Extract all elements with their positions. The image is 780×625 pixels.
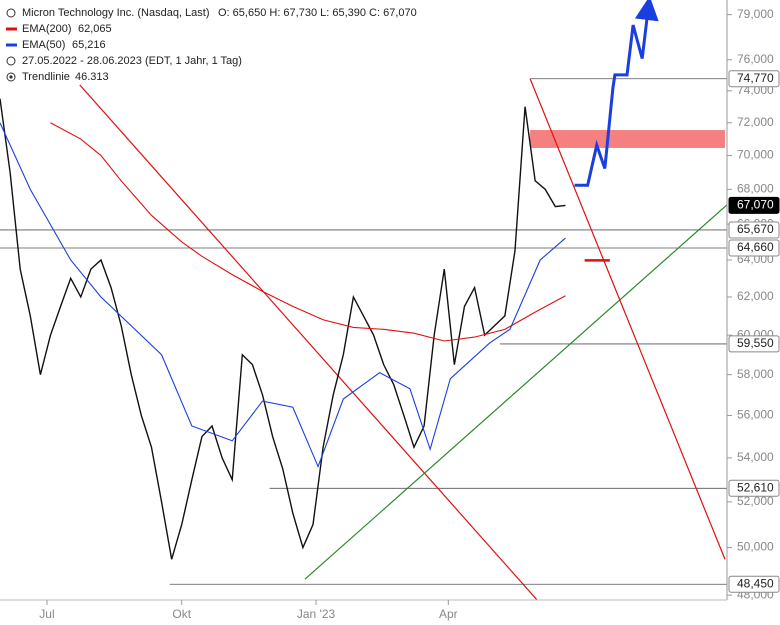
legend-value: 65,216 xyxy=(72,39,106,51)
x-tick-label: Okt xyxy=(172,607,191,621)
level-label: 74,770 xyxy=(737,71,774,85)
level-label: 48,450 xyxy=(737,576,774,590)
level-label: 59,550 xyxy=(737,336,774,350)
y-tick-label: 54,000 xyxy=(737,450,774,464)
projection-arrow xyxy=(574,0,659,187)
icon xyxy=(6,8,16,18)
level-label-box xyxy=(728,196,780,214)
level-label-box xyxy=(728,221,780,239)
x-tick-label: Apr xyxy=(439,607,458,621)
level-label-box xyxy=(728,575,780,593)
legend-label: Trendlinie xyxy=(22,71,70,83)
ohlc: O: 65,650 H: 67,730 L: 65,390 C: 67,070 xyxy=(218,7,417,19)
icon xyxy=(9,75,13,79)
period: 27.05.2022 - 28.06.2023 (EDT, 1 Jahr, 1 … xyxy=(22,55,242,67)
icon xyxy=(6,56,16,66)
header: Micron Technology Inc. (Nasdaq, Last) O:… xyxy=(2,4,432,84)
level-label: 67,070 xyxy=(737,198,774,212)
y-tick-label: 58,000 xyxy=(737,367,774,381)
y-tick-label: 50,000 xyxy=(737,540,774,554)
level-label-box xyxy=(728,70,780,88)
resistance-zone xyxy=(530,130,725,148)
y-tick-label: 76,000 xyxy=(737,52,774,66)
series-line xyxy=(50,122,566,342)
x-tick-label: Jan '23 xyxy=(297,607,336,621)
trendline xyxy=(529,78,726,560)
trendline xyxy=(79,84,538,600)
x-tick-label: Jul xyxy=(39,607,54,621)
legend-value: 62,065 xyxy=(78,23,112,35)
level-label: 52,610 xyxy=(737,480,774,494)
icon xyxy=(6,72,16,82)
header-bg xyxy=(2,4,432,84)
level-label-box xyxy=(728,335,780,353)
level-label: 65,670 xyxy=(737,222,774,236)
y-tick-label: 70,000 xyxy=(737,148,774,162)
level-label-box xyxy=(728,239,780,257)
title: Micron Technology Inc. (Nasdaq, Last) xyxy=(22,7,210,19)
y-tick-label: 52,000 xyxy=(737,494,774,508)
legend-value: 46.313 xyxy=(75,71,109,83)
y-tick-label: 68,000 xyxy=(737,182,774,196)
y-tick-label: 62,000 xyxy=(737,289,774,303)
legend-label: EMA(50) xyxy=(22,39,65,51)
trendline xyxy=(304,204,727,580)
plot-area xyxy=(0,0,727,600)
legend-label: EMA(200) xyxy=(22,23,72,35)
level-label: 64,660 xyxy=(737,240,774,254)
level-label-box xyxy=(728,479,780,497)
y-tick-label: 79,000 xyxy=(737,7,774,21)
series-line xyxy=(0,98,566,560)
y-tick-label: 56,000 xyxy=(737,408,774,422)
series-line xyxy=(0,122,566,469)
y-tick-label: 72,000 xyxy=(737,115,774,129)
